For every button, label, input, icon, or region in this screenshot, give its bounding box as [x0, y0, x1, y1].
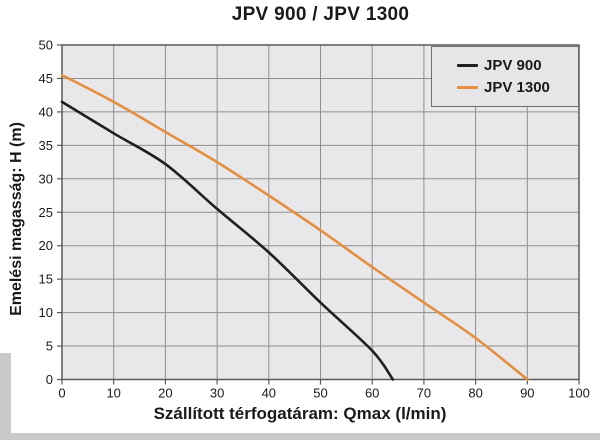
x-tick-label: 20	[158, 386, 172, 401]
legend-line-icon	[457, 86, 478, 89]
page-edge-bottom	[0, 433, 600, 440]
legend-label: JPV 1300	[484, 79, 550, 96]
legend: JPV 900 JPV 1300	[431, 46, 579, 107]
y-tick-label: 50	[39, 38, 53, 53]
chart-title: JPV 900 / JPV 1300	[231, 4, 410, 25]
y-tick-label: 25	[39, 205, 53, 220]
y-tick-label: 40	[39, 104, 53, 119]
plot-border	[61, 44, 580, 381]
y-tick-label: 45	[39, 71, 53, 86]
x-tick-label: 60	[365, 386, 379, 401]
x-tick-label: 100	[568, 386, 590, 401]
y-tick-label: 15	[39, 272, 53, 287]
y-axis-label: Emelési magasság: H (m)	[8, 122, 25, 316]
legend-item-jpv-900: JPV 900	[457, 57, 578, 75]
x-tick-label: 40	[262, 386, 276, 401]
curve-jpv-900	[60, 100, 395, 381]
y-tick-label: 5	[46, 339, 53, 354]
legend-line-icon	[457, 64, 478, 67]
x-axis-label: Szállított térfogatáram: Qmax (l/min)	[153, 404, 447, 423]
legend-item-jpv-1300: JPV 1300	[457, 79, 578, 97]
y-tick-label: 20	[39, 238, 53, 253]
y-tick-label: 35	[39, 138, 53, 153]
y-tick-label: 10	[39, 305, 53, 320]
y-tick-label: 30	[39, 171, 53, 186]
x-tick-label: 90	[520, 386, 534, 401]
page-edge-left	[0, 353, 11, 440]
curve-jpv-1300	[60, 73, 529, 381]
x-tick-label: 70	[417, 386, 431, 401]
y-tick-label: 0	[46, 372, 53, 387]
x-tick-label: 0	[58, 386, 65, 401]
legend-label: JPV 900	[484, 57, 542, 74]
x-tick-label: 10	[106, 386, 120, 401]
x-tick-label: 30	[210, 386, 224, 401]
x-tick-label: 80	[468, 386, 482, 401]
x-tick-label: 50	[313, 386, 327, 401]
